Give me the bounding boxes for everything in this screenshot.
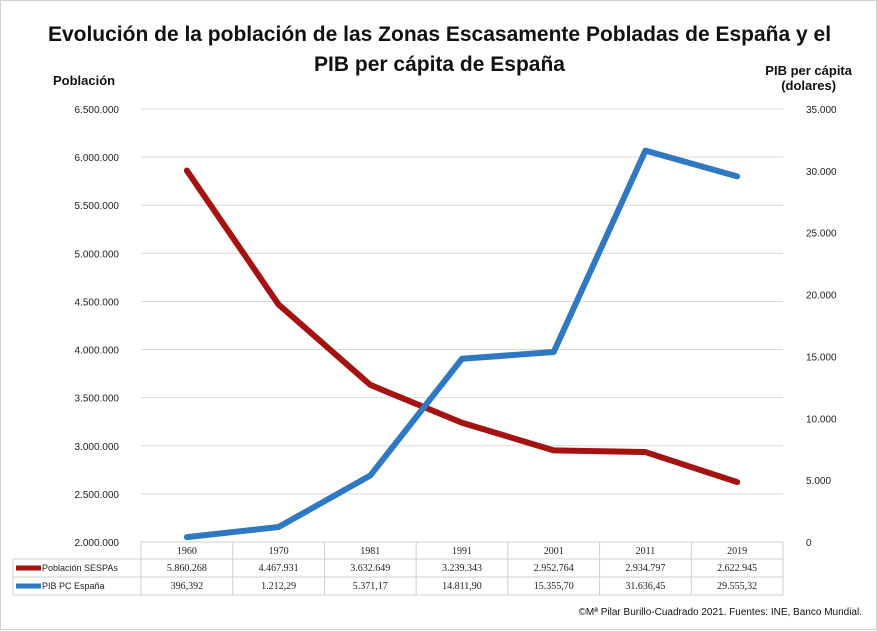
left-tick-label: 6.500.000 [75,105,120,116]
data-label: 5.860.268 [167,563,207,574]
series-line-poblacion [187,171,737,483]
credit: ©Mª Pilar Burillo-Cuadrado 2021. Fuentes… [579,607,862,618]
x-tick-label: 2019 [727,546,747,557]
series-line-pib [187,151,737,537]
left-tick-label: 3.500.000 [75,394,120,405]
data-label: 3.632.649 [350,563,390,574]
x-tick-label: 1991 [452,546,472,557]
right-tick-label: 5.000 [806,476,831,487]
right-tick-label: 0 [806,538,812,549]
left-tick-label: 4.000.000 [75,346,120,357]
left-tick-label: 6.000.000 [75,153,120,164]
data-label: 15.355,70 [534,581,574,592]
right-tick-label: 15.000 [806,352,837,363]
right-tick-label: 10.000 [806,414,837,425]
x-tick-label: 1981 [360,546,380,557]
x-tick-label: 2001 [544,546,564,557]
data-label: 396,392 [171,581,204,592]
left-tick-label: 5.500.000 [75,201,120,212]
left-tick-label: 5.000.000 [75,249,120,260]
x-tick-label: 1970 [269,546,289,557]
data-label: 1.212,29 [261,581,296,592]
right-tick-label: 25.000 [806,229,837,240]
right-tick-label: 30.000 [806,167,837,178]
left-tick-label: 3.000.000 [75,442,120,453]
right-tick-label: 20.000 [806,291,837,302]
data-label: 31.636,45 [625,581,665,592]
left-tick-label: 4.500.000 [75,297,120,308]
x-tick-label: 1960 [177,546,197,557]
left-tick-label: 2.000.000 [75,538,120,549]
left-tick-label: 2.500.000 [75,490,120,501]
data-label: 2.622.945 [717,563,757,574]
data-label: 29.555,32 [717,581,757,592]
data-label: 4.467.931 [259,563,299,574]
data-label: 5.371,17 [353,581,388,592]
data-label: 2.952.764 [534,563,574,574]
right-tick-label: 35.000 [806,105,837,116]
data-label: 2.934.797 [625,563,665,574]
legend-label: Población SESPAs [42,563,118,573]
data-label: 3.239.343 [442,563,482,574]
data-label: 14.811,90 [442,581,482,592]
x-tick-label: 2011 [636,546,656,557]
legend-label: PIB PC España [42,581,105,591]
